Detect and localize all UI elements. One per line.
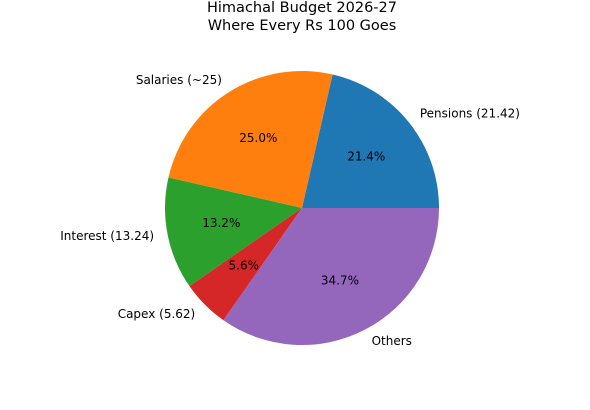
- pie-slice-0: [302, 74, 439, 208]
- slice-percent-label-2: 13.2%: [202, 216, 240, 230]
- slice-percent-label-1: 25.0%: [239, 131, 277, 145]
- pie-labels: Pensions (21.42) 21.4% Salaries (~25) 25.0%…: [60, 73, 520, 348]
- slice-label-3: Capex (5.62): [118, 307, 196, 321]
- pie-slice-1: [168, 71, 333, 208]
- slice-percent-label-4: 34.7%: [321, 273, 359, 287]
- pie-slice-3: [189, 208, 302, 321]
- pie-slices: [165, 71, 439, 345]
- slice-label-1: Salaries (~25): [136, 73, 222, 87]
- chart-title-line-1: Himachal Budget 2026-27: [207, 0, 397, 16]
- pie-slice-4: [223, 208, 439, 345]
- slice-percent-label-3: 5.6%: [229, 259, 260, 273]
- slice-label-4: Others: [372, 334, 412, 348]
- chart-title-line-2: Where Every Rs 100 Goes: [208, 18, 397, 34]
- slice-percent-label-0: 21.4%: [347, 149, 385, 163]
- pie-slice-2: [165, 177, 302, 287]
- slice-label-0: Pensions (21.42): [420, 107, 520, 121]
- chart-title: Himachal Budget 2026-27 Where Every Rs 1…: [207, 0, 397, 34]
- slice-label-2: Interest (13.24): [60, 229, 154, 243]
